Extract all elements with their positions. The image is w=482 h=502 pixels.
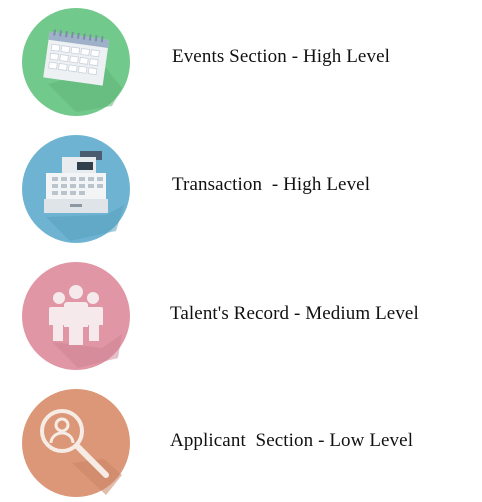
list-item-label: Events Section - High Level [172, 46, 390, 67]
cash-register-icon [22, 135, 130, 243]
calendar-icon [22, 8, 130, 116]
search-person-icon [22, 389, 130, 497]
list-item-label: Talent's Record - Medium Level [170, 303, 419, 324]
people-icon [22, 262, 130, 370]
list-item-label: Applicant Section - Low Level [170, 430, 414, 451]
list-item-applicant-section[interactable]: Applicant Section - Low Level [0, 381, 482, 501]
list-item-label: Transaction - High Level [172, 174, 371, 195]
list-item-transaction[interactable]: Transaction - High Level [0, 127, 482, 247]
list-item-talents-record[interactable]: Talent's Record - Medium Level [0, 254, 482, 374]
list-item-events[interactable]: Events Section - High Level [0, 0, 482, 120]
